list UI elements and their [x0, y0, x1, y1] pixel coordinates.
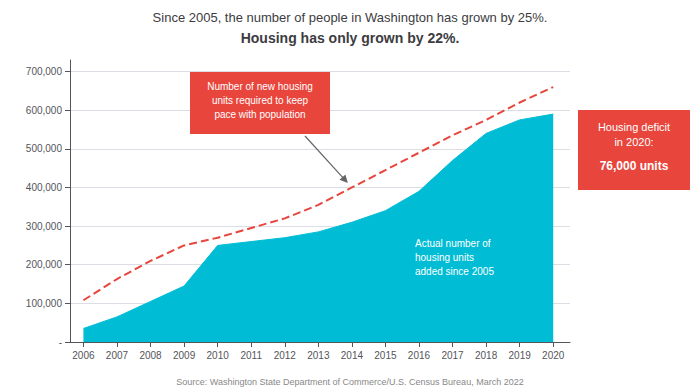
svg-text:500,000: 500,000 — [26, 143, 63, 154]
svg-text:100,000: 100,000 — [26, 298, 63, 309]
svg-text:2010: 2010 — [207, 350, 230, 361]
svg-text:2008: 2008 — [139, 350, 162, 361]
svg-text:2006: 2006 — [72, 350, 95, 361]
svg-text:Housing deficit: Housing deficit — [598, 121, 670, 133]
svg-text:Number of new housing: Number of new housing — [207, 81, 313, 92]
svg-text:200,000: 200,000 — [26, 259, 63, 270]
svg-text:2017: 2017 — [441, 350, 464, 361]
svg-text:300,000: 300,000 — [26, 221, 63, 232]
svg-text:2015: 2015 — [374, 350, 397, 361]
svg-text:2019: 2019 — [509, 350, 532, 361]
svg-text:Source: Washington State Depar: Source: Washington State Department of C… — [176, 377, 523, 387]
svg-text:2013: 2013 — [307, 350, 330, 361]
svg-text:units required to keep: units required to keep — [212, 95, 309, 106]
svg-text:2012: 2012 — [274, 350, 297, 361]
svg-text:2009: 2009 — [173, 350, 196, 361]
svg-text:-: - — [59, 337, 62, 348]
svg-text:2018: 2018 — [475, 350, 498, 361]
svg-text:700,000: 700,000 — [26, 66, 63, 77]
svg-text:pace with population: pace with population — [214, 109, 305, 120]
svg-text:2016: 2016 — [408, 350, 431, 361]
svg-text:Actual number of: Actual number of — [415, 238, 491, 249]
svg-text:2007: 2007 — [106, 350, 129, 361]
svg-text:added since 2005: added since 2005 — [415, 266, 494, 277]
svg-text:400,000: 400,000 — [26, 182, 63, 193]
svg-text:in 2020:: in 2020: — [614, 136, 653, 148]
svg-text:housing units: housing units — [415, 252, 474, 263]
svg-text:76,000 units: 76,000 units — [600, 159, 669, 173]
svg-text:600,000: 600,000 — [26, 105, 63, 116]
svg-text:2014: 2014 — [341, 350, 364, 361]
svg-text:2011: 2011 — [240, 350, 262, 361]
svg-text:Since 2005, the number of peop: Since 2005, the number of people in Wash… — [153, 10, 548, 25]
svg-text:2020: 2020 — [542, 350, 565, 361]
svg-text:Housing has only grown by 22%.: Housing has only grown by 22%. — [241, 30, 460, 46]
